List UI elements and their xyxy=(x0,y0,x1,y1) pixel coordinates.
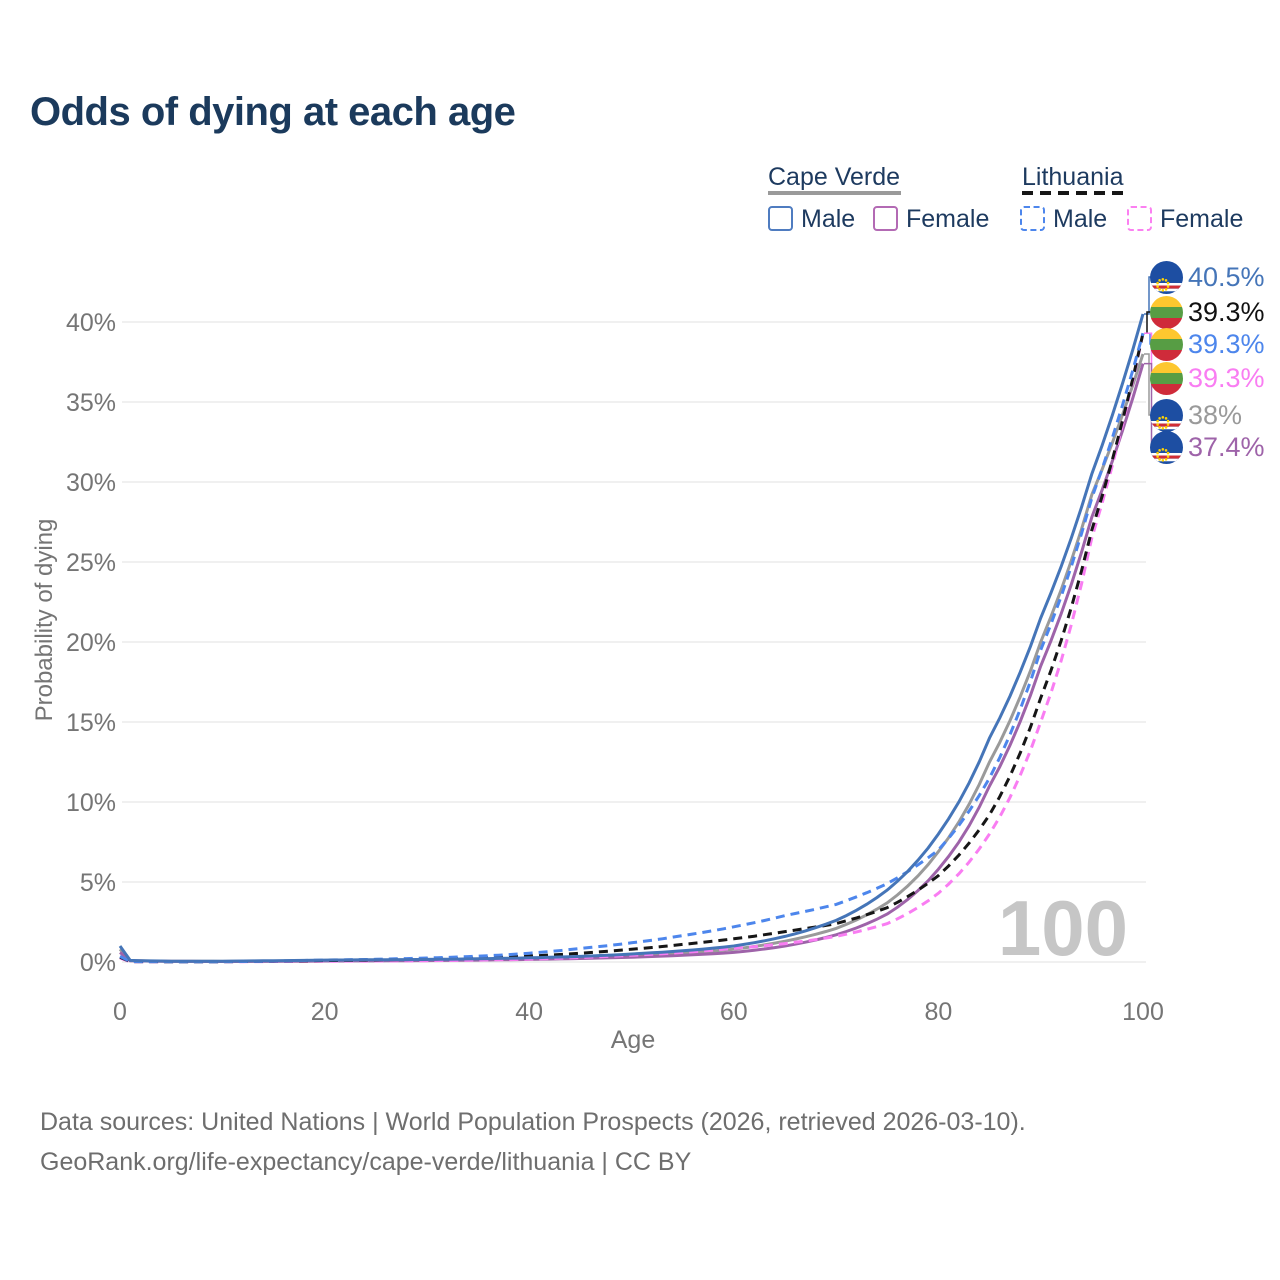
end-label-value: 39.3% xyxy=(1188,362,1265,393)
chart-line-cape-verde-male xyxy=(118,313,1145,963)
lithuania-flag-icon xyxy=(1150,327,1183,361)
y-tick-label: 25% xyxy=(66,549,116,577)
x-tick-label: 100 xyxy=(1122,998,1164,1026)
y-tick-label: 35% xyxy=(66,389,116,417)
chart-line-lithuania-male xyxy=(119,332,1145,964)
chart-line-cape-verde-both xyxy=(118,353,1145,963)
legend-checkbox-lithuania-female[interactable] xyxy=(1127,206,1152,231)
chart-line-lithuania-female xyxy=(119,332,1145,964)
x-tick-label: 20 xyxy=(311,998,339,1026)
x-tick-label: 60 xyxy=(720,998,748,1026)
lithuania-flag-icon xyxy=(1150,295,1183,329)
x-tick-label: 80 xyxy=(924,998,952,1026)
end-label-value: 40.5% xyxy=(1188,261,1265,292)
end-label-cape-verde-both: 38% xyxy=(1150,398,1242,432)
y-tick-label: 5% xyxy=(80,869,116,897)
age-watermark: 100 xyxy=(998,884,1128,972)
page-title: Odds of dying at each age xyxy=(30,90,516,134)
chart-line-cape-verde-female xyxy=(119,363,1145,963)
legend-label-cape-verde-male[interactable]: Male xyxy=(801,205,856,233)
y-tick-label: 30% xyxy=(66,469,116,497)
legend-checkbox-lithuania-male[interactable] xyxy=(1020,206,1045,231)
legend-label-lithuania-female[interactable]: Female xyxy=(1160,205,1244,233)
end-label-lithuania-both: 39.3% xyxy=(1150,295,1265,329)
end-label-lithuania-female: 39.3% xyxy=(1150,361,1265,395)
footer-link: GeoRank.org/life-expectancy/cape-verde/l… xyxy=(40,1148,692,1176)
y-tick-label: 0% xyxy=(80,949,116,977)
y-tick-label: 40% xyxy=(66,309,116,337)
x-tick-label: 40 xyxy=(515,998,543,1026)
x-tick-label: 0 xyxy=(113,998,127,1026)
y-tick-label: 15% xyxy=(66,709,116,737)
legend-country-lithuania: Lithuania xyxy=(1022,163,1124,191)
end-label-lithuania-male: 39.3% xyxy=(1150,327,1265,361)
legend-underline-cape-verde-solid xyxy=(768,191,901,195)
lithuania-flag-icon xyxy=(1150,361,1183,395)
end-label-value: 39.3% xyxy=(1188,296,1265,327)
x-axis-title: Age xyxy=(611,1026,655,1054)
legend-label-lithuania-male[interactable]: Male xyxy=(1053,205,1108,233)
end-label-cape-verde-male: 40.5% xyxy=(1150,260,1265,294)
cape-verde-flag-icon xyxy=(1150,260,1183,294)
legend-checkbox-cape-verde-female[interactable] xyxy=(873,206,898,231)
y-axis-title: Probability of dying xyxy=(31,518,58,722)
legend-underline-lithuania-dashed xyxy=(1022,191,1128,195)
footer-sources: Data sources: United Nations | World Pop… xyxy=(40,1108,1026,1136)
mortality-line-chart: 0% 5% 10% 15% 20% 25% 30% 35% 40% 0 20 40 60 80 100 Age… xyxy=(66,276,1164,1054)
chart-line-lithuania-both xyxy=(119,332,1145,964)
end-label-value: 39.3% xyxy=(1188,328,1265,359)
legend-checkbox-cape-verde-male[interactable] xyxy=(768,206,793,231)
legend-label-cape-verde-female[interactable]: Female xyxy=(906,205,990,233)
y-tick-label: 20% xyxy=(66,629,116,657)
end-label-value: 37.4% xyxy=(1188,431,1265,462)
end-label-value: 38% xyxy=(1188,399,1243,430)
legend-country-cape-verde: Cape Verde xyxy=(768,163,901,191)
cape-verde-flag-icon xyxy=(1150,398,1183,432)
end-label-cape-verde-female: 37.4% xyxy=(1150,430,1265,464)
y-tick-label: 10% xyxy=(66,789,116,817)
cape-verde-flag-icon xyxy=(1150,430,1183,464)
